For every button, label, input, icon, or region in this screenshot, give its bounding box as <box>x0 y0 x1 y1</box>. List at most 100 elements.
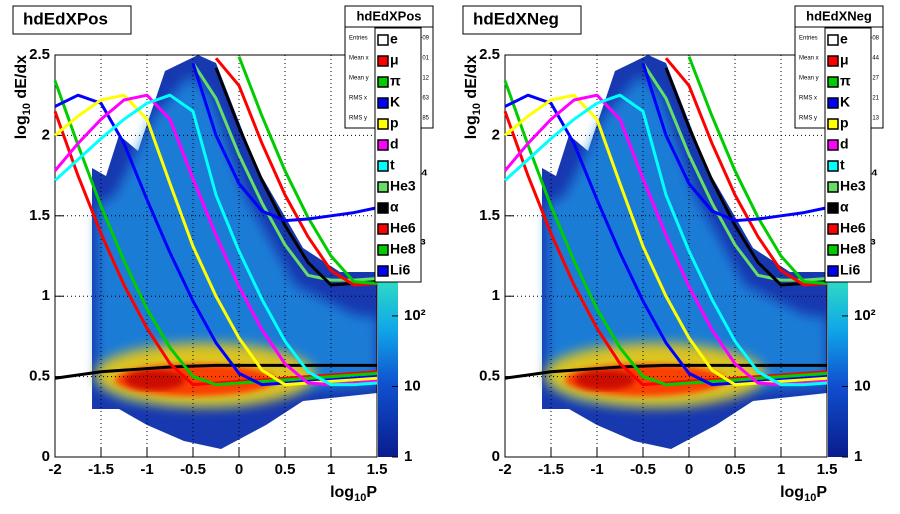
z-tick-label: 10² <box>854 307 876 324</box>
x-tick-label: -2 <box>498 461 511 478</box>
curve <box>214 57 378 287</box>
stats-name: RMS x <box>349 96 367 102</box>
legend-marker <box>377 181 389 193</box>
legend-marker <box>377 76 389 88</box>
legend-marker <box>827 160 839 172</box>
x-tick-label: -1.5 <box>88 461 114 478</box>
y-tick-label: 2 <box>42 126 50 143</box>
z-tick-label: 1 <box>404 448 412 465</box>
panel: -2 -1.5 -1 -0.5 0 0.5 1 1.5 0 0.5 1 1.5 2 2.5 1 10 10² 10… <box>462 5 884 504</box>
curve <box>53 110 378 387</box>
legend-marker <box>377 139 389 151</box>
legend-marker <box>827 55 839 67</box>
curve <box>53 93 378 387</box>
legend-label: He6 <box>390 220 416 236</box>
legend-marker <box>827 265 839 277</box>
legend-label: d <box>840 136 849 152</box>
stats-value: 44 <box>872 56 879 62</box>
y-tick-label: 1 <box>42 287 50 304</box>
label-text: log <box>463 115 480 139</box>
label-sub: 10 <box>354 492 366 504</box>
curve <box>54 363 377 380</box>
stats-name: Entries <box>349 36 368 42</box>
stats-value: 63 <box>422 96 429 102</box>
legend-label: t <box>840 157 845 173</box>
z-tick-label: 1 <box>854 448 862 465</box>
stats-name: Mean y <box>799 76 819 82</box>
legend-marker <box>827 118 839 130</box>
stats-value: 01 <box>422 56 429 62</box>
legend-label: He3 <box>390 178 416 194</box>
x-axis-label: log10P <box>330 484 377 504</box>
label-sub: 10 <box>21 103 33 115</box>
curve <box>664 57 828 287</box>
curve <box>53 93 378 387</box>
legend-marker <box>827 139 839 151</box>
legend-marker <box>377 223 389 235</box>
curve <box>53 80 378 387</box>
x-tick-label: -1.5 <box>538 461 564 478</box>
legend-label: Li6 <box>390 262 410 278</box>
stats-name: RMS y <box>799 116 817 122</box>
label-rest: dE/dx <box>463 55 480 103</box>
legend-marker <box>827 76 839 88</box>
x-tick-label: 0 <box>235 461 243 478</box>
legend-label: t <box>390 157 395 173</box>
stats-name: RMS x <box>799 96 817 102</box>
legend-label: Li6 <box>840 262 860 278</box>
y-tick-label: 2.5 <box>479 46 500 63</box>
x-tick-label: 1 <box>777 461 785 478</box>
legend-label: He6 <box>840 220 866 236</box>
x-tick-label: 0 <box>685 461 693 478</box>
legend-marker <box>377 265 389 277</box>
legend-label: π <box>390 73 401 89</box>
legend-label: p <box>840 115 849 131</box>
legend-label: He8 <box>840 241 866 257</box>
stats-name: Mean x <box>799 56 819 62</box>
legend-box <box>824 27 872 283</box>
stats-name: Mean x <box>349 56 369 62</box>
curve <box>504 363 827 380</box>
x-tick-label: 0.5 <box>725 461 746 478</box>
stats-name: Entries <box>799 36 818 42</box>
legend-marker <box>377 202 389 214</box>
y-tick-label: 2.5 <box>29 46 50 63</box>
y-tick-label: 2 <box>492 126 500 143</box>
x-tick-label: -1 <box>140 461 153 478</box>
legend-box <box>374 27 422 283</box>
legend-label: d <box>390 136 399 152</box>
y-tick-label: 0 <box>492 448 500 465</box>
stats-value: 12 <box>422 76 429 82</box>
curve <box>503 110 828 387</box>
legend-label: He3 <box>840 178 866 194</box>
legend-label: K <box>840 94 850 110</box>
z-tick-label: 10² <box>404 307 426 324</box>
x-axis-label: log10P <box>780 484 827 504</box>
x-tick-label: -1 <box>590 461 603 478</box>
y-tick-label: 1 <box>492 287 500 304</box>
x-tick-label: -0.5 <box>180 461 206 478</box>
label-rest: P <box>816 484 827 501</box>
label-sub: 10 <box>804 492 816 504</box>
y-tick-label: 0.5 <box>479 368 500 385</box>
legend-label: μ <box>840 52 849 68</box>
legend-label: p <box>390 115 399 131</box>
panel: -2 -1.5 -1 -0.5 0 0.5 1 1.5 0 0.5 1 1.5 2 2.5 1 10 10² 10… <box>12 5 434 504</box>
x-tick-label: -2 <box>48 461 61 478</box>
label-rest: dE/dx <box>13 55 30 103</box>
stats-value: 27 <box>872 76 879 82</box>
curve <box>503 93 828 387</box>
legend-marker <box>377 160 389 172</box>
stats-value: 13 <box>872 116 879 122</box>
legend-label: e <box>840 31 848 47</box>
curve <box>687 56 828 285</box>
title-box <box>462 5 582 35</box>
chart-title: hdEdXNeg <box>473 9 559 28</box>
x-tick-label: 1.5 <box>367 461 388 478</box>
legend-marker <box>827 97 839 109</box>
label-text: log <box>780 484 804 501</box>
legend-label: μ <box>390 52 399 68</box>
x-tick-label: 0.5 <box>275 461 296 478</box>
curve <box>503 80 828 387</box>
stats-value: 21 <box>872 96 879 102</box>
